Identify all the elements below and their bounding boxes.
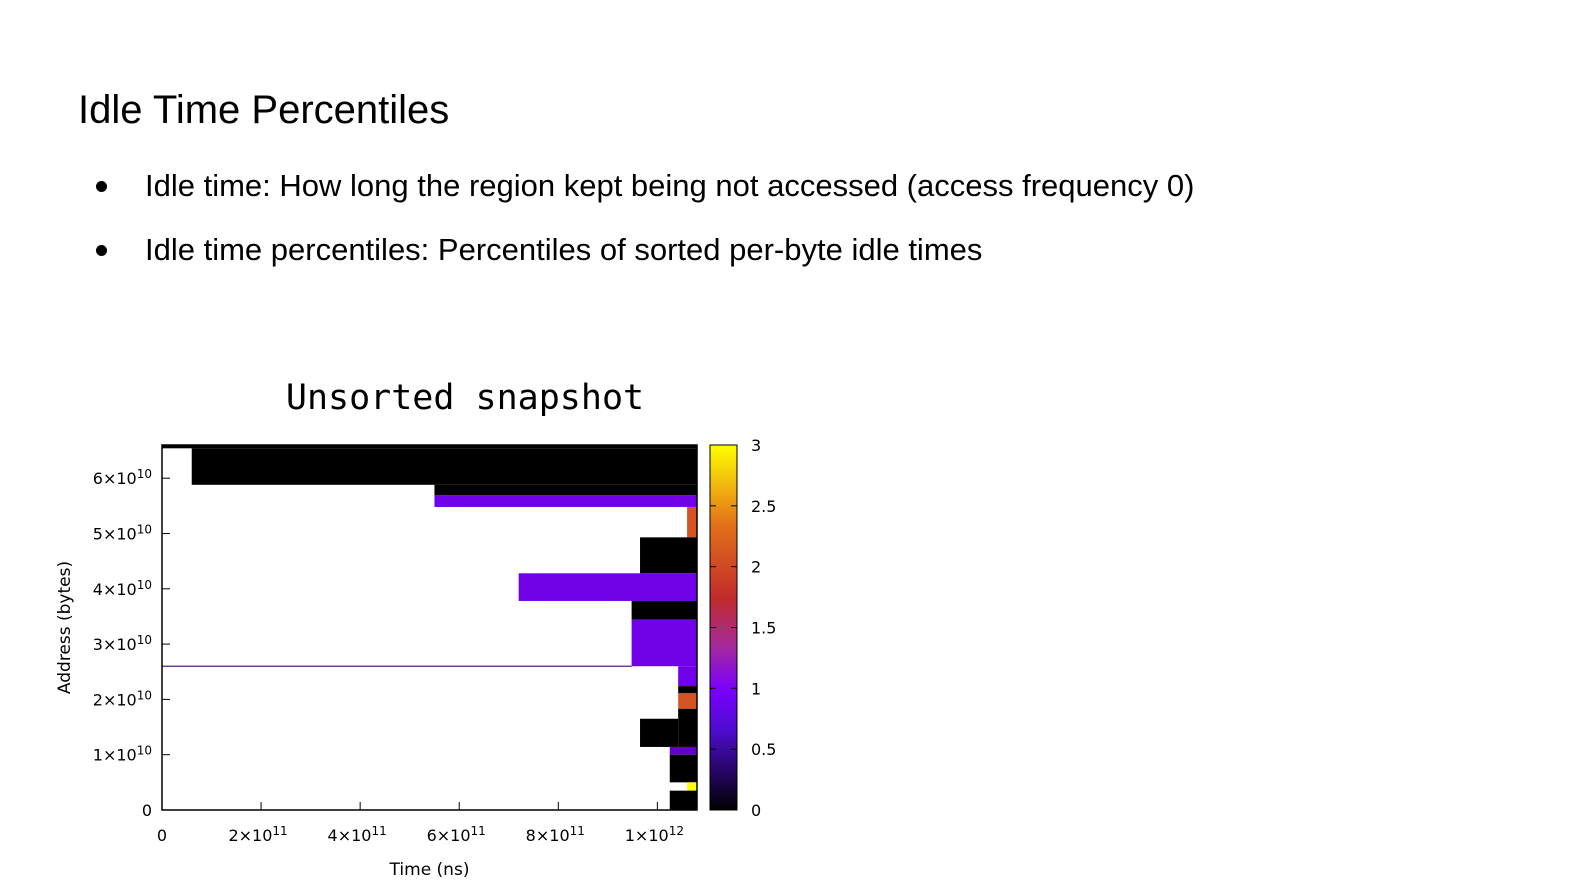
heatmap-cell — [434, 484, 697, 496]
bullet-text: Idle time percentiles: Percentiles of so… — [145, 232, 983, 267]
heatmap-cell — [162, 445, 697, 449]
x-tick-label: 6×1011 — [427, 824, 486, 845]
heatmap-cell — [669, 754, 697, 783]
heatmap-cell — [678, 666, 697, 687]
colorbar-tick-label: 1 — [751, 679, 761, 698]
heatmap-cell — [631, 600, 697, 620]
bullet-dot-icon — [96, 181, 107, 192]
colorbar-tick-label: 1.5 — [751, 619, 776, 638]
y-tick-label: 2×1010 — [93, 688, 152, 709]
heatmap-cells — [162, 445, 697, 810]
plot-frame — [161, 444, 698, 811]
heatmap-cell — [191, 448, 697, 485]
heatmap-cell — [640, 718, 679, 747]
colorbar-tick-label: 2.5 — [751, 497, 776, 516]
bullet-item: Idle time percentiles: Percentiles of so… — [96, 230, 1194, 294]
colorbar-tick-label: 0 — [751, 801, 761, 820]
bullet-item: Idle time: How long the region kept bein… — [96, 166, 1194, 230]
y-axis-label: Address (bytes) — [55, 561, 75, 694]
y-tick-label: 4×1010 — [93, 578, 152, 599]
heatmap-cell — [162, 665, 632, 667]
colorbar-tick-label: 3 — [751, 436, 761, 455]
bullet-text: Idle time: How long the region kept bein… — [145, 168, 1195, 203]
x-tick-label: 2×1011 — [228, 824, 287, 845]
y-tick-label: 3×1010 — [93, 633, 152, 654]
x-tick-label: 4×1011 — [328, 824, 387, 845]
y-tick-label: 5×1010 — [93, 522, 152, 543]
x-axis-label: Time (ns) — [389, 860, 470, 880]
heatmap-cell — [678, 708, 697, 747]
x-tick-label: 1×1012 — [625, 824, 684, 845]
slide-title: Idle Time Percentiles — [78, 88, 450, 132]
colorbar-ticks: 0 0.5 1 1.5 2 2.5 3 — [710, 436, 776, 820]
chart-title: Unsorted snapshot — [285, 378, 645, 418]
bullet-dot-icon — [96, 245, 107, 256]
heatmap-cell — [434, 495, 697, 507]
heatmap-cell — [687, 506, 697, 538]
x-tick-label: 0 — [157, 826, 167, 845]
heatmap-cell — [678, 686, 697, 694]
heatmap-chart: 0 2×1011 4×1011 6×1011 8×1011 1×1012 0 1×1010 2×… — [55, 436, 776, 880]
heatmap-cell — [669, 746, 697, 755]
x-tick-label: 8×1011 — [526, 824, 585, 845]
heatmap-cell — [669, 790, 697, 810]
heatmap-cell — [640, 537, 697, 574]
axis-ticks: 0 2×1011 4×1011 6×1011 8×1011 1×1012 0 1×1010 2×… — [93, 467, 684, 845]
heatmap-cell — [678, 693, 697, 709]
y-tick-label: 0 — [142, 801, 152, 820]
heatmap-cell — [631, 619, 697, 667]
bullet-list: Idle time: How long the region kept bein… — [96, 166, 1194, 294]
y-tick-label: 1×1010 — [93, 744, 152, 765]
colorbar-tick-label: 0.5 — [751, 740, 776, 759]
colorbar-tick-label: 2 — [751, 558, 761, 577]
y-tick-label: 6×1010 — [93, 467, 152, 488]
heatmap-cell — [687, 782, 697, 791]
heatmap-cell — [518, 573, 697, 601]
